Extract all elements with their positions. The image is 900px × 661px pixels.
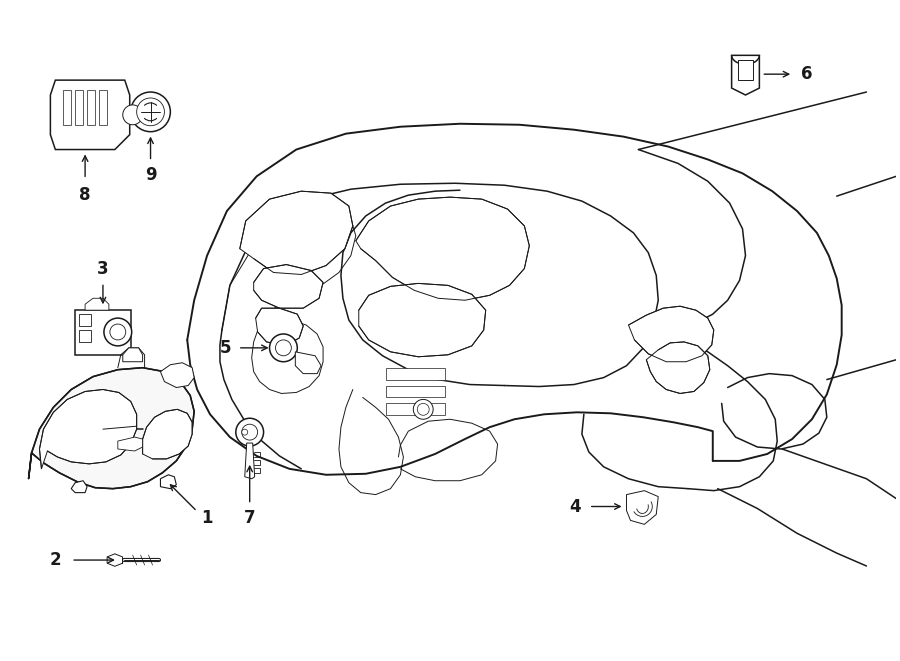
Polygon shape	[107, 554, 122, 566]
Text: 9: 9	[145, 167, 157, 184]
Polygon shape	[79, 314, 91, 326]
Circle shape	[236, 418, 264, 446]
Polygon shape	[646, 342, 710, 393]
Circle shape	[137, 98, 165, 126]
Polygon shape	[40, 389, 137, 469]
Circle shape	[275, 340, 292, 356]
Circle shape	[269, 334, 297, 362]
Polygon shape	[160, 475, 176, 488]
Text: 7: 7	[244, 510, 256, 527]
Polygon shape	[385, 403, 445, 415]
Polygon shape	[50, 80, 130, 149]
Polygon shape	[87, 90, 95, 125]
Polygon shape	[63, 90, 71, 125]
Polygon shape	[356, 197, 529, 300]
Text: 5: 5	[220, 339, 231, 357]
Circle shape	[242, 424, 257, 440]
Circle shape	[104, 318, 131, 346]
Polygon shape	[118, 437, 142, 451]
Polygon shape	[71, 481, 87, 492]
Circle shape	[122, 105, 142, 125]
Polygon shape	[245, 443, 255, 479]
Polygon shape	[626, 490, 658, 524]
Polygon shape	[385, 385, 445, 397]
Polygon shape	[99, 90, 107, 125]
Polygon shape	[79, 330, 91, 342]
Polygon shape	[359, 284, 486, 357]
Text: 8: 8	[79, 186, 91, 204]
Polygon shape	[160, 363, 194, 387]
Text: 1: 1	[202, 510, 212, 527]
Polygon shape	[732, 56, 760, 95]
Text: 3: 3	[97, 260, 109, 278]
Polygon shape	[256, 308, 303, 346]
Text: 6: 6	[801, 65, 813, 83]
Polygon shape	[122, 348, 142, 362]
Polygon shape	[738, 60, 753, 80]
Polygon shape	[385, 368, 445, 379]
Polygon shape	[142, 409, 193, 459]
Polygon shape	[187, 124, 842, 475]
Polygon shape	[295, 352, 321, 373]
Polygon shape	[254, 264, 323, 308]
Polygon shape	[76, 90, 83, 125]
Circle shape	[242, 429, 248, 435]
Polygon shape	[239, 191, 353, 274]
Circle shape	[110, 324, 126, 340]
Polygon shape	[628, 306, 714, 362]
Text: 4: 4	[569, 498, 580, 516]
Polygon shape	[29, 368, 194, 488]
Circle shape	[413, 399, 433, 419]
Polygon shape	[86, 298, 109, 310]
Text: 2: 2	[50, 551, 61, 569]
Polygon shape	[76, 310, 130, 355]
Circle shape	[130, 92, 170, 132]
Circle shape	[418, 403, 429, 415]
